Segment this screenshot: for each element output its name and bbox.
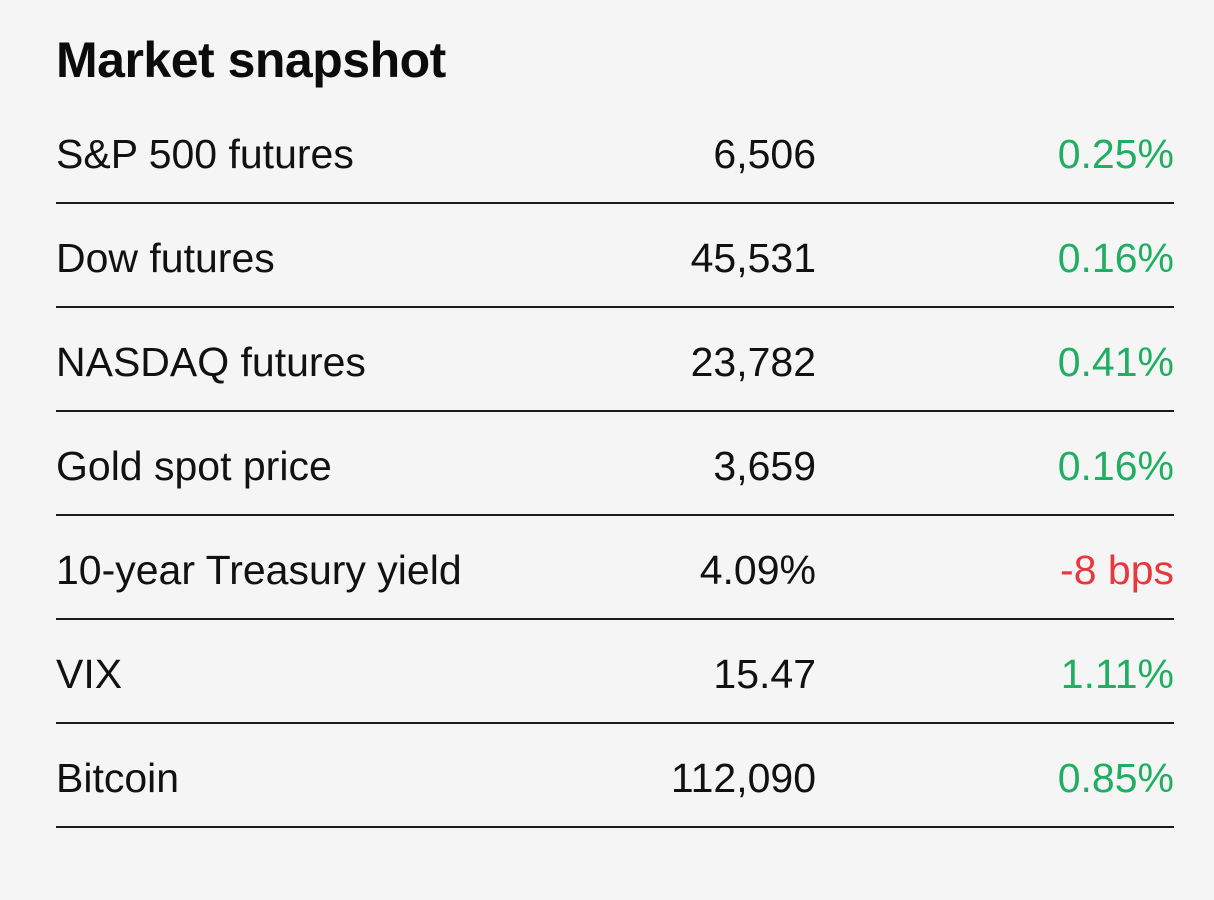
table-row: Bitcoin 112,090 0.85%: [56, 724, 1174, 828]
instrument-name: 10-year Treasury yield: [56, 547, 462, 593]
instrument-change: 0.85%: [1057, 755, 1174, 801]
instrument-change: 0.25%: [1057, 131, 1174, 177]
instrument-value: 6,506: [713, 131, 816, 177]
table-row: 10-year Treasury yield 4.09% -8 bps: [56, 516, 1174, 620]
instrument-value: 23,782: [690, 339, 816, 385]
instrument-change: -8 bps: [1060, 547, 1174, 593]
instrument-change: 0.16%: [1057, 235, 1174, 281]
table-row: NASDAQ futures 23,782 0.41%: [56, 308, 1174, 412]
instrument-name: Gold spot price: [56, 443, 332, 489]
table-row: VIX 15.47 1.11%: [56, 620, 1174, 724]
table-row: S&P 500 futures 6,506 0.25%: [56, 100, 1174, 204]
instrument-name: S&P 500 futures: [56, 131, 354, 177]
instrument-value: 45,531: [690, 235, 816, 281]
instrument-change: 0.41%: [1057, 339, 1174, 385]
instrument-value: 112,090: [670, 755, 816, 801]
instrument-value: 3,659: [713, 443, 816, 489]
page-title: Market snapshot: [56, 32, 446, 88]
instrument-name: NASDAQ futures: [56, 339, 366, 385]
table-row: Gold spot price 3,659 0.16%: [56, 412, 1174, 516]
market-table: S&P 500 futures 6,506 0.25% Dow futures …: [56, 100, 1174, 828]
instrument-change: 1.11%: [1060, 651, 1174, 697]
instrument-value: 15.47: [713, 651, 816, 697]
instrument-name: Bitcoin: [56, 755, 180, 801]
instrument-value: 4.09%: [699, 547, 816, 593]
instrument-name: Dow futures: [56, 235, 275, 281]
instrument-name: VIX: [56, 651, 123, 697]
table-row: Dow futures 45,531 0.16%: [56, 204, 1174, 308]
instrument-change: 0.16%: [1057, 443, 1174, 489]
